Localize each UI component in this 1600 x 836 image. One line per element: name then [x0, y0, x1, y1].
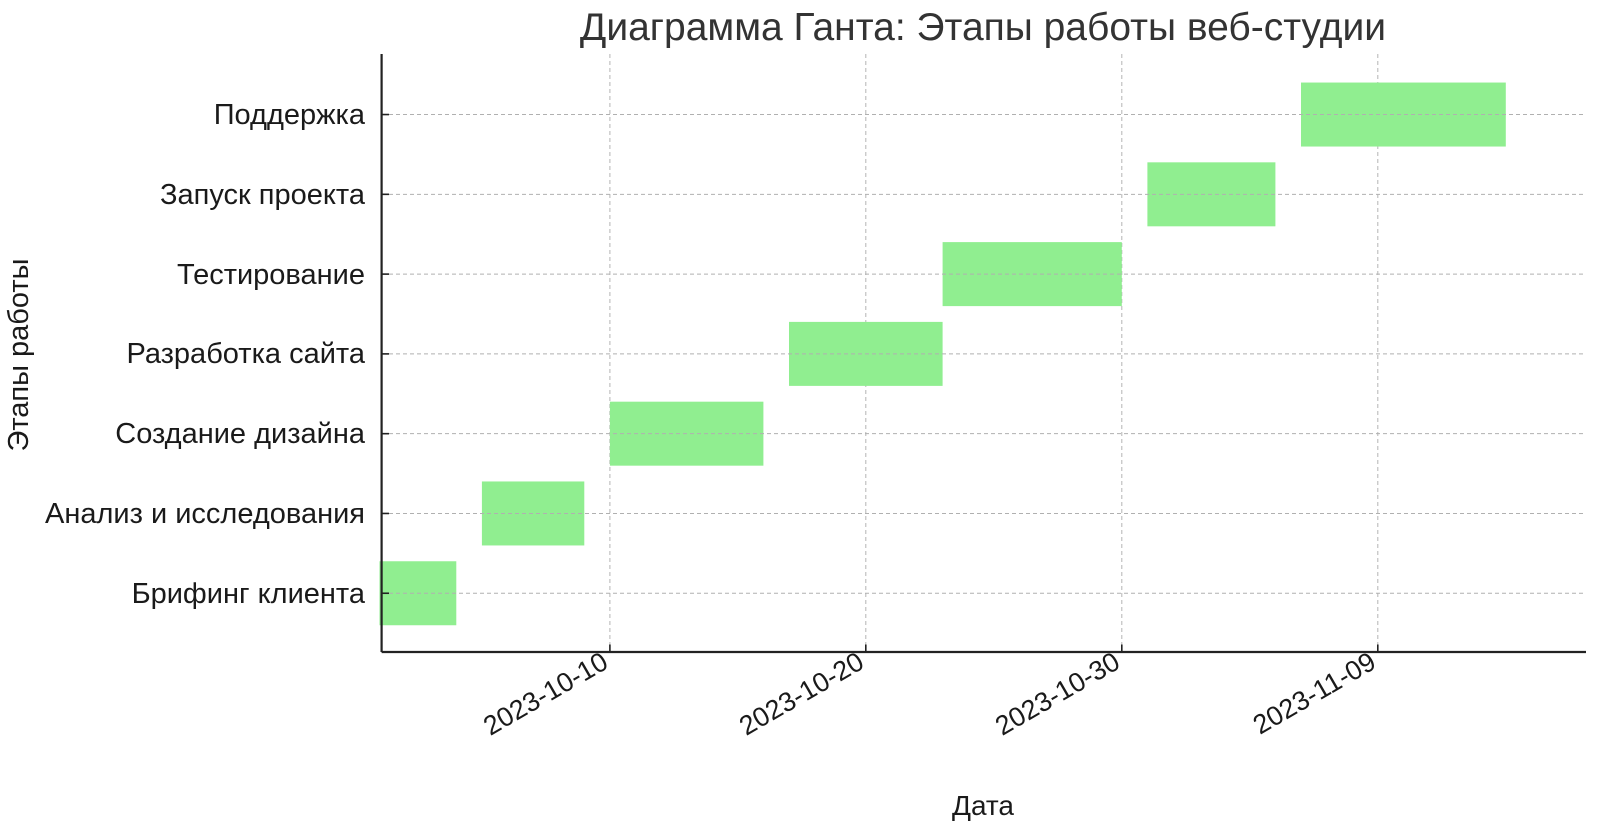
svg-text:Анализ и исследования: Анализ и исследования — [45, 498, 365, 530]
svg-text:Поддержка: Поддержка — [214, 99, 366, 131]
svg-text:Диаграмма Ганта: Этапы работы: Диаграмма Ганта: Этапы работы веб-студии — [580, 6, 1386, 49]
svg-text:Этапы работы: Этапы работы — [3, 258, 35, 451]
svg-text:Разработка сайта: Разработка сайта — [126, 338, 365, 370]
svg-text:Брифинг клиента: Брифинг клиента — [132, 578, 366, 610]
svg-text:Создание дизайна: Создание дизайна — [115, 418, 366, 450]
svg-text:Дата: Дата — [952, 790, 1014, 821]
svg-text:Тестирование: Тестирование — [177, 259, 365, 291]
svg-text:Запуск проекта: Запуск проекта — [160, 179, 366, 211]
